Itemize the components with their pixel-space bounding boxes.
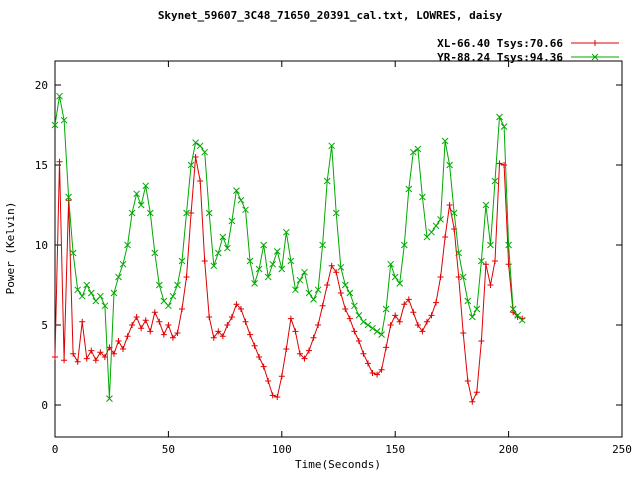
x-tick-label: 50 xyxy=(162,443,175,456)
legend-label-xl: XL-66.40 Tsys:70.66 xyxy=(437,37,563,50)
data-series xyxy=(51,92,526,405)
y-tick-label: 20 xyxy=(35,79,48,92)
series-line-xl xyxy=(54,156,523,404)
tick-labels: 0 50 100 150 200 250 0 5 10 15 20 xyxy=(35,79,632,456)
series-markers-xl xyxy=(52,154,526,405)
x-tick-label: 200 xyxy=(499,443,519,456)
plot-border xyxy=(54,60,623,438)
chart-title: Skynet_59607_3C48_71650_20391_cal.txt, L… xyxy=(158,9,503,22)
series-markers-yr xyxy=(51,92,526,402)
y-axis-label: Power (Kelvin) xyxy=(4,202,17,295)
legend-sample-marker xyxy=(591,53,599,61)
x-tick-label: 250 xyxy=(612,443,632,456)
x-tick-label: 150 xyxy=(385,443,405,456)
x-axis-label: Time(Seconds) xyxy=(295,458,381,471)
y-tick-label: 5 xyxy=(41,319,48,332)
legend-label-yr: YR-88.24 Tsys:94.36 xyxy=(437,51,563,64)
y-tick-label: 10 xyxy=(35,239,48,252)
series-line-yr xyxy=(54,96,523,399)
y-tick-label: 0 xyxy=(41,399,48,412)
legend-sample-marker xyxy=(592,40,598,46)
x-tick-label: 100 xyxy=(272,443,292,456)
plot-area-border xyxy=(54,60,623,438)
x-tick-label: 0 xyxy=(52,443,59,456)
axis-ticks xyxy=(54,61,623,437)
y-tick-label: 15 xyxy=(35,159,48,172)
